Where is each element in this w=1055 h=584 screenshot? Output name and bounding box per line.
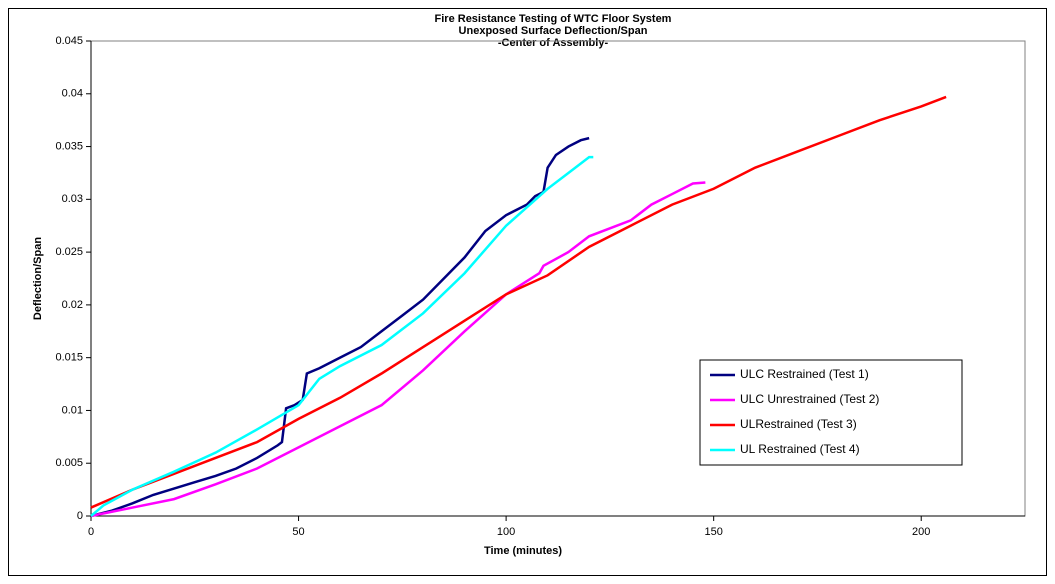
x-tick-label: 150	[704, 526, 722, 538]
chart-title: -Center of Assembly-	[498, 37, 609, 49]
x-tick-label: 100	[497, 526, 515, 538]
x-tick-label: 200	[912, 526, 930, 538]
chart-title: Unexposed Surface Deflection/Span	[459, 25, 648, 37]
x-axis-label: Time (minutes)	[484, 545, 562, 557]
y-tick-label: 0.01	[62, 404, 83, 416]
legend-label: ULRestrained (Test 3)	[740, 417, 857, 431]
y-tick-label: 0.045	[55, 35, 83, 47]
legend	[699, 359, 963, 466]
y-tick-label: 0.03	[62, 193, 83, 205]
y-tick-label: 0.02	[62, 299, 83, 311]
x-tick-label: 50	[292, 526, 304, 538]
legend-label: ULC Restrained (Test 1)	[740, 367, 869, 381]
chart-frame	[8, 8, 1047, 576]
series-line	[90, 155, 594, 517]
y-tick-label: 0.005	[55, 457, 83, 469]
chart-title: Fire Resistance Testing of WTC Floor Sys…	[435, 13, 672, 25]
y-axis-label: Deflection/Span	[32, 237, 44, 320]
legend-label: ULC Unrestrained (Test 2)	[740, 392, 879, 406]
y-tick-label: 0.035	[55, 140, 83, 152]
x-tick-label: 0	[88, 526, 94, 538]
legend-label: UL Restrained (Test 4)	[740, 442, 860, 456]
y-tick-label: 0.025	[55, 246, 83, 258]
series-line	[90, 181, 706, 518]
y-tick-label: 0	[77, 510, 83, 522]
series-line	[90, 95, 947, 509]
y-tick-label: 0.04	[62, 88, 83, 100]
y-tick-label: 0.015	[55, 352, 83, 364]
